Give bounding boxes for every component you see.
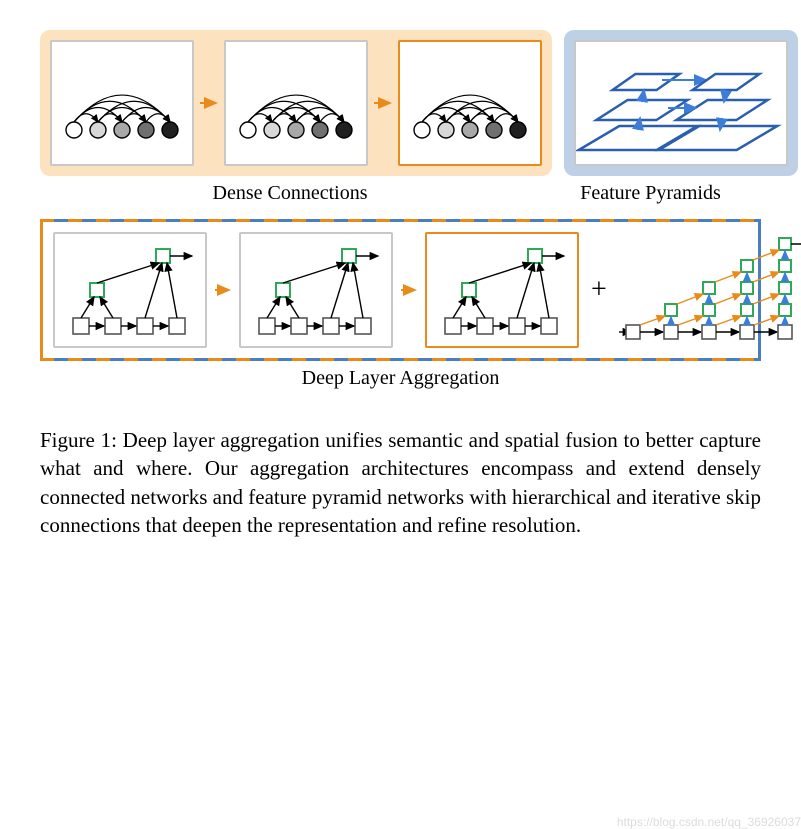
pyramids-label: Feature Pyramids [540, 182, 761, 205]
sequence-arrow-icon [374, 95, 392, 111]
sequence-arrow-icon [401, 282, 417, 298]
dla-tree-box [239, 232, 393, 348]
dense-label: Dense Connections [40, 182, 540, 205]
dense-block-box [398, 40, 542, 166]
top-labels: Dense Connections Feature Pyramids [40, 182, 761, 205]
dla-tree-box [425, 232, 579, 348]
dla-tree-box [53, 232, 207, 348]
feature-pyramids-panel [564, 30, 798, 176]
feature-pyramid-box [574, 40, 788, 166]
figure-caption: Figure 1: Deep layer aggregation unifies… [40, 426, 761, 539]
plus-symbol: + [591, 274, 607, 306]
watermark: https://blog.csdn.net/qq_36926037 [617, 815, 801, 829]
dense-block-box [224, 40, 368, 166]
dense-connections-panel [40, 30, 552, 176]
sequence-arrow-icon [215, 282, 231, 298]
dla-panel: + [40, 219, 761, 361]
ida-staircase [619, 234, 801, 346]
sequence-arrow-icon [200, 95, 218, 111]
top-row [40, 30, 761, 176]
dla-label: Deep Layer Aggregation [40, 367, 761, 390]
dense-block-box [50, 40, 194, 166]
